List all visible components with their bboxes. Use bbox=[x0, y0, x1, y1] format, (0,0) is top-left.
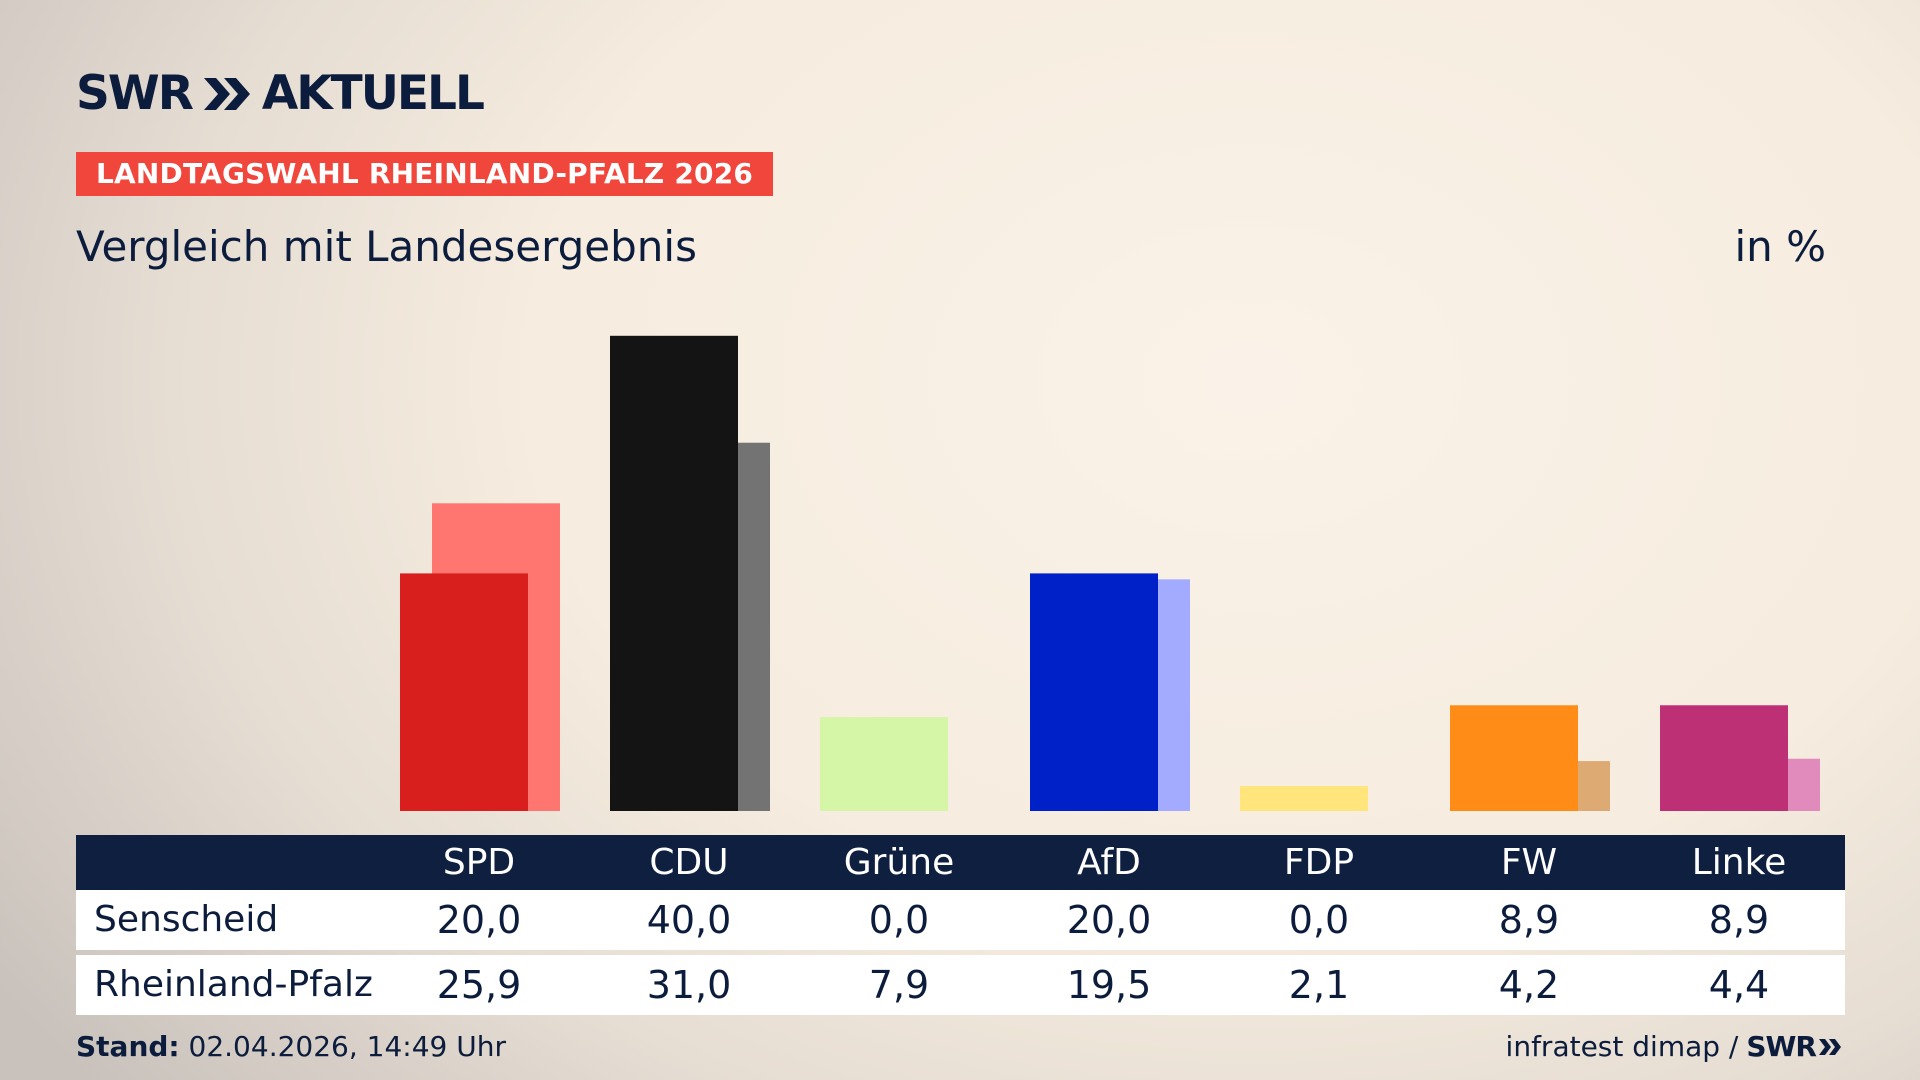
column-header-fdp: FDP bbox=[1283, 842, 1355, 883]
table-row-rheinland-pfalz: Rheinland-Pfalz 25,9 31,0 7,9 19,5 2,1 4,2 4,4 bbox=[76, 955, 1845, 1015]
source-brand-text: SWR bbox=[1746, 1030, 1817, 1063]
value-rheinland-pfalz-gr-ne: 7,9 bbox=[868, 963, 930, 1007]
row-name-senscheid: Senscheid bbox=[94, 899, 279, 940]
value-rheinland-pfalz-linke: 4,4 bbox=[1708, 963, 1770, 1007]
value-senscheid-linke: 8,9 bbox=[1708, 898, 1770, 942]
bar-rheinland-pfalz-gr-ne bbox=[820, 717, 948, 811]
value-senscheid-spd: 20,0 bbox=[436, 898, 522, 942]
column-header-spd: SPD bbox=[442, 842, 516, 883]
unit-label: in % bbox=[1734, 222, 1826, 271]
table-header: SPD CDU Grüne AfD FDP FW Linke bbox=[76, 835, 1845, 890]
double-chevron-icon bbox=[203, 77, 250, 110]
stand-value: 02.04.2026, 14:49 Uhr bbox=[188, 1030, 506, 1063]
logo-swr-text: SWR bbox=[76, 66, 194, 121]
bar-senscheid-afd bbox=[1030, 573, 1158, 811]
value-senscheid-gr-ne: 0,0 bbox=[868, 898, 930, 942]
source-credit: infratest dimap / SWR bbox=[1506, 1030, 1844, 1063]
results-table: SPD CDU Grüne AfD FDP FW Linke Senscheid 20,0 4… bbox=[76, 835, 1845, 1015]
value-rheinland-pfalz-afd: 19,5 bbox=[1066, 963, 1152, 1007]
row-name-rheinland-pfalz: Rheinland-Pfalz bbox=[94, 964, 373, 1005]
source-brand: SWR bbox=[1746, 1030, 1844, 1063]
election-tag: LANDTAGSWAHL RHEINLAND-PFALZ 2026 bbox=[76, 152, 774, 196]
value-senscheid-afd: 20,0 bbox=[1066, 898, 1152, 942]
value-senscheid-fw: 8,9 bbox=[1498, 898, 1560, 942]
swr-aktuell-logo: SWR AKTUELL bbox=[76, 66, 485, 121]
value-senscheid-fdp: 0,0 bbox=[1288, 898, 1350, 942]
bar-senscheid-fw bbox=[1450, 705, 1578, 811]
column-header-cdu: CDU bbox=[649, 842, 729, 883]
bar-senscheid-spd bbox=[400, 573, 528, 811]
stand-label: Stand: bbox=[76, 1030, 180, 1063]
bar-senscheid-cdu bbox=[610, 335, 738, 811]
column-header-afd: AfD bbox=[1077, 842, 1141, 883]
column-header-fw: FW bbox=[1500, 842, 1558, 883]
value-rheinland-pfalz-cdu: 31,0 bbox=[646, 963, 732, 1007]
value-senscheid-cdu: 40,0 bbox=[646, 898, 732, 942]
value-rheinland-pfalz-fw: 4,2 bbox=[1498, 963, 1560, 1007]
value-rheinland-pfalz-fdp: 2,1 bbox=[1288, 963, 1350, 1007]
bar-senscheid-linke bbox=[1660, 705, 1788, 811]
chart-subtitle: Vergleich mit Landesergebnis bbox=[76, 222, 697, 271]
column-header-linke: Linke bbox=[1691, 842, 1787, 883]
bar-rheinland-pfalz-fdp bbox=[1240, 786, 1368, 811]
source-text: infratest dimap / bbox=[1505, 1030, 1739, 1063]
table-row-senscheid: Senscheid 20,0 40,0 0,0 20,0 0,0 8,9 8,9 bbox=[76, 890, 1845, 950]
double-chevron-small-icon bbox=[1819, 1038, 1841, 1055]
column-header-gr-ne: Grüne bbox=[843, 842, 955, 883]
logo-aktuell-text: AKTUELL bbox=[261, 66, 485, 121]
bar-chart bbox=[400, 335, 1820, 811]
timestamp: Stand: 02.04.2026, 14:49 Uhr bbox=[76, 1030, 506, 1063]
value-rheinland-pfalz-spd: 25,9 bbox=[436, 963, 522, 1007]
